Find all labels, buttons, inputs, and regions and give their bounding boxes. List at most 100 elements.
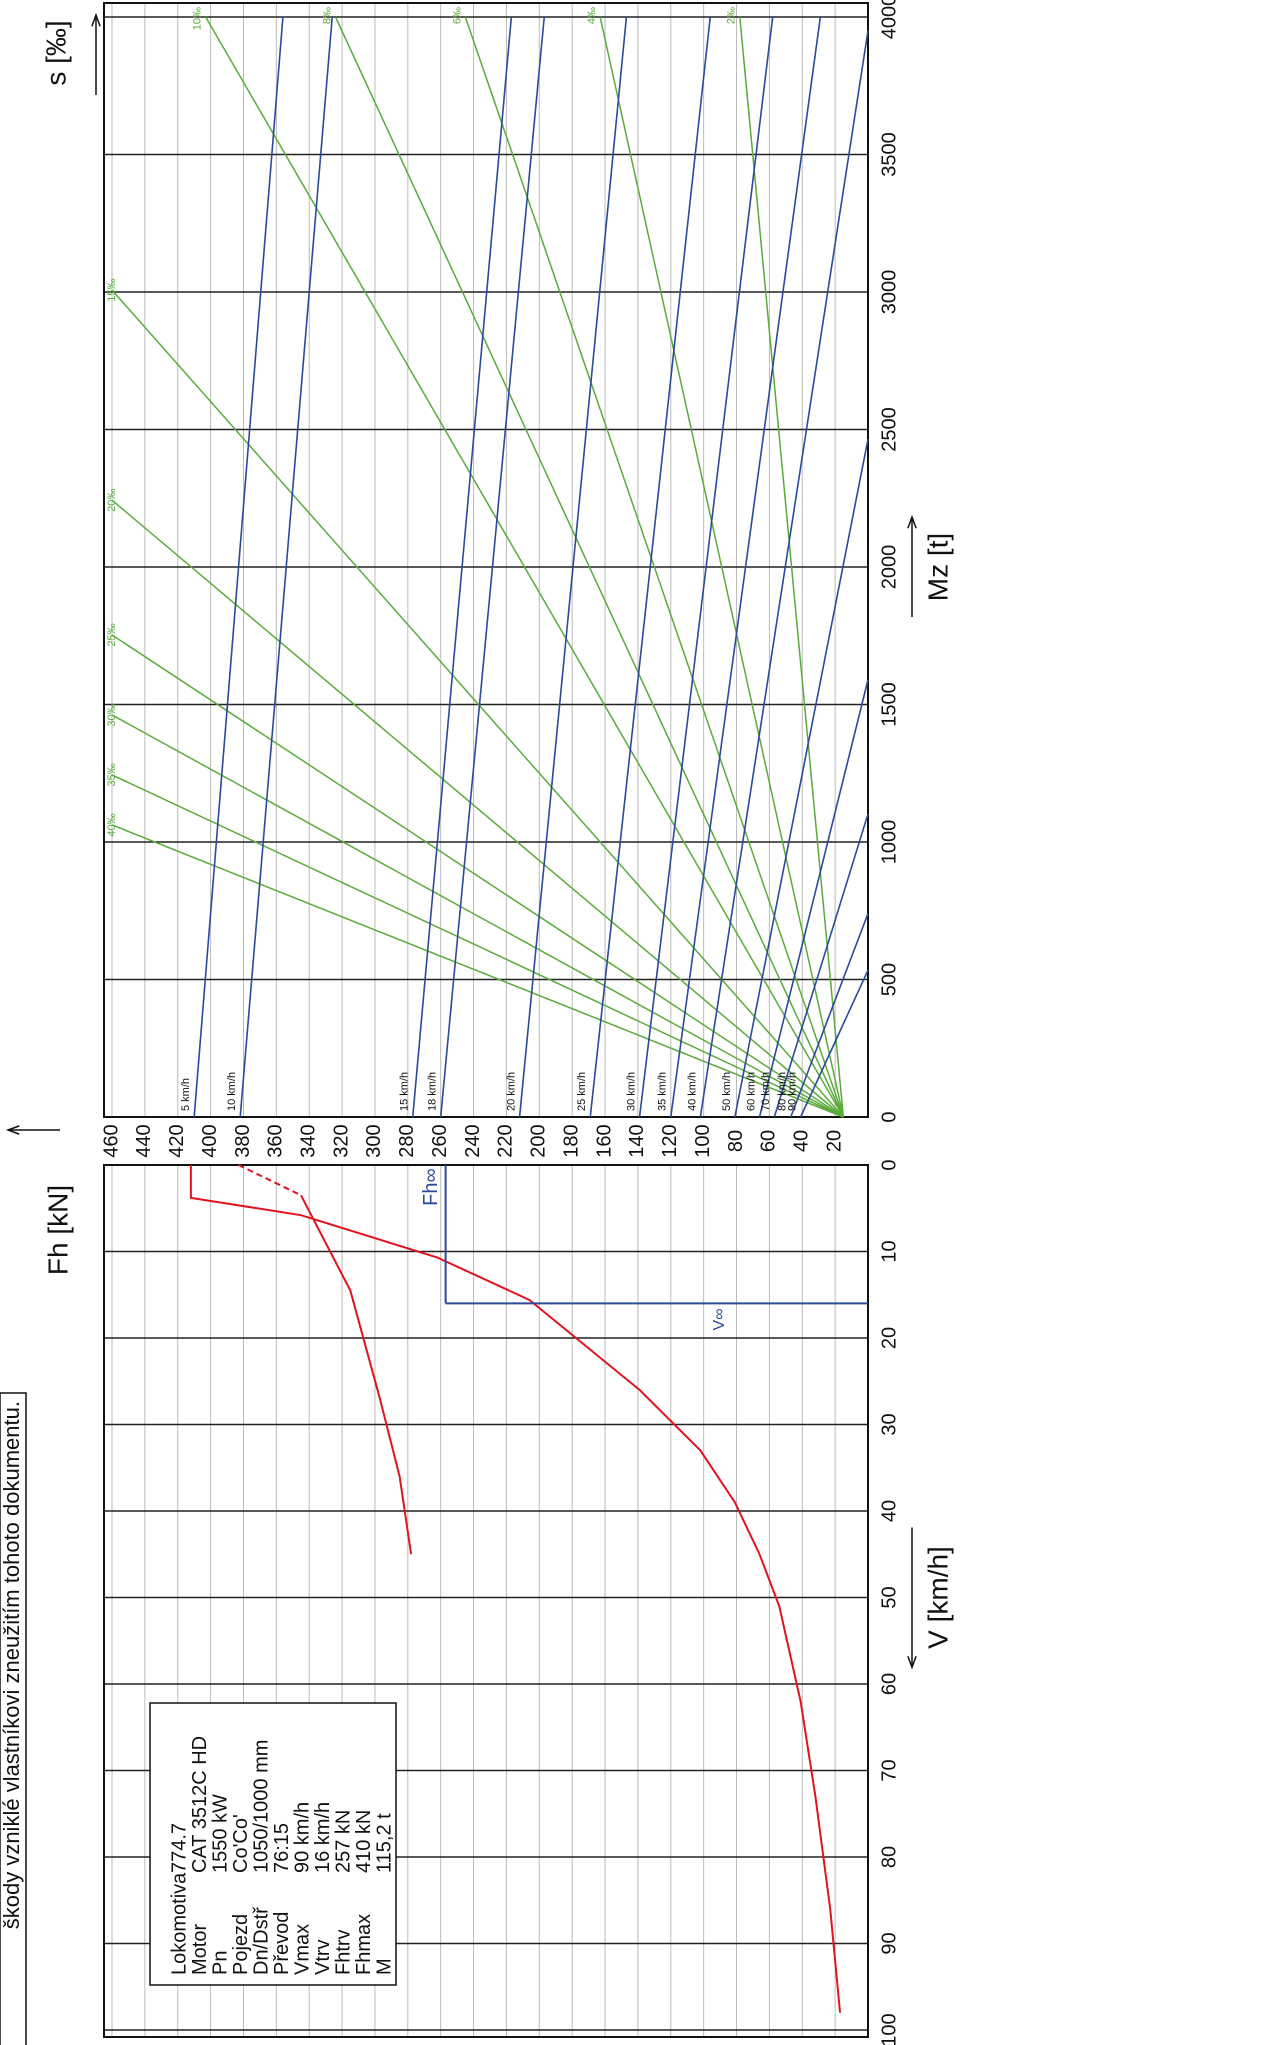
x-axis-label: V [km/h] [922, 1546, 953, 1649]
x-tick-label: 2500 [878, 407, 900, 452]
axis-arrow-head [5, 1125, 20, 1135]
y-tick-label: 100 [692, 1124, 714, 1157]
x-tick-label: 0 [878, 1111, 900, 1122]
y-tick-label: 400 [199, 1124, 221, 1157]
x-tick-label: 10 [878, 1240, 900, 1262]
axis-arrow-head [907, 514, 917, 529]
info-value: 90 km/h [291, 1802, 313, 1873]
y-tick-label: 240 [462, 1124, 484, 1157]
gradient-line [334, 16, 845, 1118]
disclaimer-box [0, 1392, 27, 2045]
x-tick-label: 4000 [878, 0, 900, 39]
gradient-label: 35‰ [106, 763, 118, 786]
info-value: 76:15 [271, 1823, 293, 1873]
x-tick-label: 80 [878, 1846, 900, 1868]
speed-line [638, 16, 774, 1118]
gradient-label: 30‰ [106, 703, 118, 726]
disclaimer: škody vzniklé vlastníkovi zneužitím toho… [0, 1401, 24, 1929]
info-key: Fhtrv [332, 1929, 354, 1975]
speed-line [669, 16, 822, 1118]
gradient-line [599, 16, 845, 1118]
x-tick-label: 3500 [878, 132, 900, 177]
y-tick-label: 40 [791, 1130, 813, 1152]
info-key: Motor [189, 1924, 211, 1975]
y-tick-label: 340 [297, 1124, 319, 1157]
info-value: 410 kN [353, 1810, 375, 1873]
x-tick-label: 500 [878, 963, 900, 996]
gradient-line [205, 16, 844, 1118]
speed-label: 5 km/h [180, 1078, 192, 1111]
y-tick-label: 60 [758, 1130, 780, 1152]
y-tick-label: 300 [363, 1124, 385, 1157]
info-value: 16 km/h [312, 1802, 334, 1873]
plot-frame [103, 1164, 869, 2038]
info-key: Fhmax [353, 1914, 375, 1975]
x-tick-label: 70 [878, 1759, 900, 1781]
y-tick-label: 20 [823, 1130, 845, 1152]
x-tick-label: 3000 [878, 270, 900, 315]
rotated-sheet: škody vzniklé vlastníkovi zneužitím toho… [0, 0, 953, 2045]
speed-line [734, 438, 869, 1118]
y-tick-label: 180 [560, 1124, 582, 1157]
speed-line [193, 16, 284, 1118]
x-tick-label: 50 [878, 1586, 900, 1608]
speed-label: 10 km/h [226, 1072, 238, 1111]
y-tick-label: 140 [626, 1124, 648, 1157]
speed-label: 50 km/h [721, 1072, 733, 1111]
gradient-line [111, 289, 844, 1118]
x-tick-label: 100 [878, 2013, 900, 2045]
speed-line [518, 16, 628, 1118]
x-tick-label: 20 [878, 1327, 900, 1349]
speed-line [411, 16, 513, 1118]
x-tick-label: 1000 [878, 820, 900, 865]
y-tick-label: 460 [100, 1124, 122, 1157]
x-tick-label: 90 [878, 1932, 900, 1954]
traction-curve [300, 1194, 413, 1555]
speed-label: 18 km/h [427, 1072, 439, 1111]
speed-line [239, 16, 334, 1118]
x-tick-label: 2000 [878, 545, 900, 590]
gradient-line [111, 824, 844, 1118]
gradient-label: 4‰ [586, 7, 598, 24]
gradient-label: 20‰ [106, 489, 118, 512]
gradient-label: 15‰ [106, 278, 118, 301]
fh-inf-label: Fh∞ [420, 1168, 442, 1206]
info-value: 1550 kW [209, 1794, 231, 1873]
y-tick-label: 440 [133, 1124, 155, 1157]
info-key: Převod [271, 1912, 293, 1975]
speed-label: 15 km/h [399, 1072, 411, 1111]
x-tick-label: 1500 [878, 682, 900, 727]
info-key: Vmax [291, 1924, 313, 1975]
speed-label: 60 km/h [745, 1072, 757, 1111]
info-value: CAT 3512C HD [189, 1736, 211, 1873]
speed-label: 30 km/h [625, 1072, 637, 1111]
gradient-label: 10‰ [192, 7, 204, 30]
gradient-line [464, 16, 845, 1118]
info-value: 774.7 [168, 1823, 190, 1873]
x-tick-label: 60 [878, 1673, 900, 1695]
gradient-label: 8‰ [321, 7, 333, 24]
speed-label: 25 km/h [576, 1072, 588, 1111]
gradient-line [739, 16, 845, 1118]
x-tick-label: 40 [878, 1500, 900, 1522]
y-tick-label: 360 [265, 1124, 287, 1157]
speed-line [758, 679, 869, 1118]
x-axis-label: Mz [t] [922, 533, 953, 601]
info-key: Lokomotiva [168, 1872, 190, 1975]
info-value: Co'Co' [230, 1814, 252, 1873]
speed-label: 80 km/h [777, 1072, 789, 1111]
y-tick-label: 120 [659, 1124, 681, 1157]
speed-line [699, 30, 869, 1118]
y-tick-label: 280 [396, 1124, 418, 1157]
x-tick-label: 0 [878, 1159, 900, 1170]
y-tick-label: 200 [528, 1124, 550, 1157]
info-key: M [373, 1958, 395, 1975]
speed-label: 70 km/h [760, 1072, 772, 1111]
info-key: Dn/Dstř [250, 1906, 272, 1975]
info-key: Pn [209, 1951, 231, 1975]
v-inf-label: V∞ [711, 1308, 728, 1330]
speed-line [439, 16, 546, 1118]
traction-curve [189, 1165, 842, 2013]
